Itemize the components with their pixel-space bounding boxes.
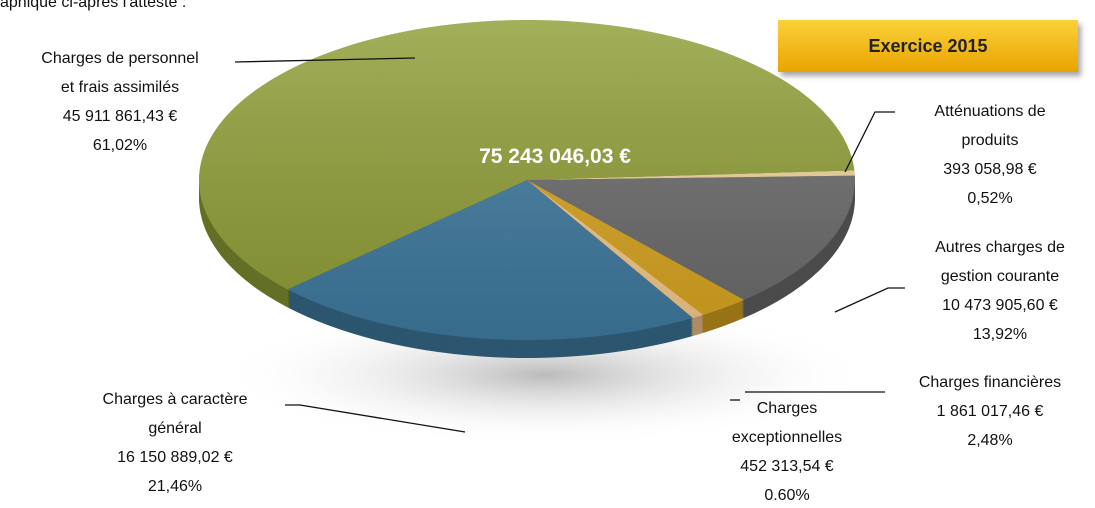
percent-label: 2,48% [967, 432, 1013, 449]
leader [234, 57, 416, 63]
amount-label: 45 911 861,43 € [62, 108, 178, 125]
leader [285, 404, 466, 433]
category-label: Charges à caractère général [102, 391, 248, 437]
percent-label: 13,92% [972, 326, 1028, 343]
category-label: Charges exceptionnelles [731, 400, 843, 446]
amount-label: 1 861 017,46 € [936, 403, 1044, 420]
total-label: 75 243 046,03 € [479, 145, 631, 168]
amount-label: 16 150 889,02 € [117, 449, 233, 466]
percent-label: 21,46% [147, 478, 203, 495]
slice-label: Charges financières 1 861 017,46 € 2,48% [860, 368, 1095, 455]
percent-label: 0.60% [764, 487, 810, 504]
slice-label: Charges de personnel et frais assimilés 4… [0, 44, 250, 160]
slice-label: Autres charges de gestion courante 10 473… [870, 233, 1095, 349]
percent-label: 61,02% [92, 137, 148, 154]
leader [844, 111, 895, 173]
category-label: Autres charges de gestion courante [935, 239, 1065, 285]
amount-label: 452 313,54 € [740, 458, 834, 475]
leader-lines [234, 57, 905, 433]
category-label: Charges de personnel et frais assimilés [41, 50, 199, 96]
gloss [199, 20, 855, 340]
category-label: Charges financières [918, 374, 1062, 391]
percent-label: 0,52% [967, 190, 1013, 207]
slice-label: Atténuations de produits 393 058,98 € 0,52… [860, 97, 1095, 213]
slice-label: Charges à caractère général 16 150 889,02… [45, 385, 305, 501]
category-label: Atténuations de produits [934, 103, 1046, 149]
slice-label: Charges exceptionnelles 452 313,54 € 0.60% [657, 394, 917, 508]
leader [834, 287, 905, 313]
pie [198, 19, 856, 358]
amount-label: 393 058,98 € [943, 161, 1037, 178]
amount-label: 10 473 905,60 € [942, 297, 1058, 314]
caption: aphique ci-après l'atteste : [0, 0, 187, 11]
badge: Exercice 2015 [778, 20, 1078, 72]
